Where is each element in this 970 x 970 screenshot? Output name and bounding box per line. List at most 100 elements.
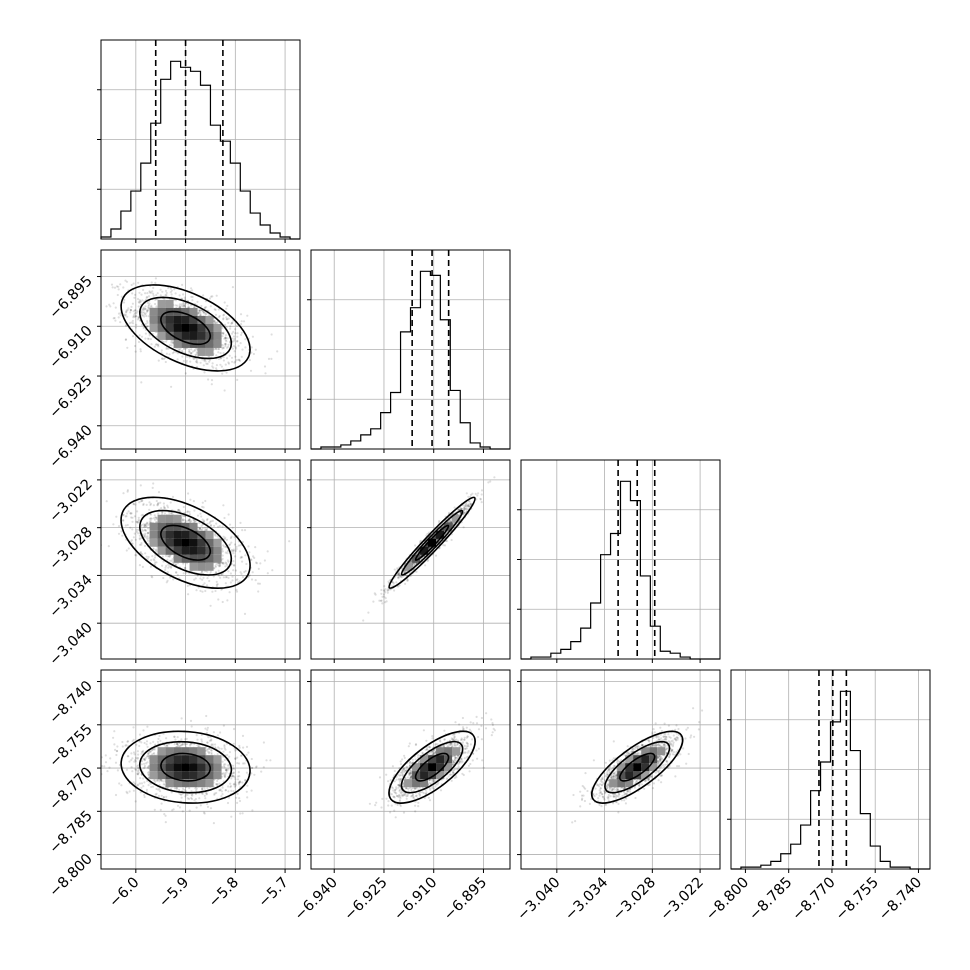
- sample-point: [158, 787, 161, 790]
- sample-point: [178, 306, 181, 309]
- sample-point: [126, 792, 129, 795]
- sample-point: [131, 302, 134, 305]
- sample-point: [125, 549, 128, 552]
- sample-point: [192, 357, 195, 360]
- sample-point: [216, 583, 219, 586]
- sample-point: [123, 298, 126, 301]
- sample-point: [117, 312, 121, 315]
- sample-point: [188, 510, 191, 513]
- sample-point: [135, 520, 138, 523]
- sample-point: [140, 782, 144, 785]
- sample-point: [236, 339, 239, 343]
- sample-point: [188, 350, 191, 353]
- sample-point: [151, 555, 154, 558]
- sample-point: [235, 358, 238, 362]
- sample-point: [130, 305, 133, 308]
- density-cell: [189, 530, 198, 539]
- sample-point: [173, 735, 176, 738]
- sample-point: [383, 585, 386, 588]
- sample-point: [405, 578, 408, 581]
- sample-point: [234, 328, 237, 331]
- sample-point: [140, 381, 143, 384]
- sample-point: [146, 532, 149, 535]
- sample-point: [204, 727, 207, 730]
- sample-point: [224, 336, 227, 340]
- sample-point: [226, 552, 229, 555]
- sample-point: [146, 337, 149, 340]
- scatter-panel-2-1: [307, 459, 511, 663]
- sample-point: [163, 506, 166, 509]
- sample-point: [205, 306, 208, 309]
- sample-point: [117, 532, 121, 535]
- sample-point: [179, 793, 182, 796]
- sample-point: [222, 352, 225, 355]
- sample-point: [136, 773, 139, 776]
- sample-point: [250, 578, 254, 581]
- sample-point: [177, 509, 180, 512]
- sample-point: [238, 359, 242, 362]
- sample-point: [197, 309, 200, 312]
- sample-point: [150, 575, 153, 578]
- sample-point: [125, 280, 129, 283]
- sample-point: [117, 288, 120, 291]
- sample-point: [232, 549, 235, 552]
- sample-point: [157, 343, 160, 346]
- density-cell: [197, 538, 206, 547]
- sample-point: [387, 580, 390, 583]
- sample-point: [153, 298, 157, 301]
- sample-point: [450, 538, 453, 542]
- sample-point: [146, 766, 149, 769]
- sample-point: [164, 294, 167, 297]
- sample-point: [362, 619, 365, 622]
- sample-point: [443, 544, 447, 547]
- sample-point: [198, 309, 201, 312]
- sample-point: [383, 589, 386, 593]
- sample-point: [236, 578, 239, 581]
- sample-point: [136, 297, 140, 301]
- sample-point: [225, 340, 228, 343]
- sample-point: [142, 777, 145, 780]
- sample-point: [380, 588, 383, 592]
- sample-point: [199, 313, 202, 317]
- sample-point: [208, 739, 211, 742]
- sample-point: [227, 570, 230, 573]
- sample-point: [206, 741, 209, 744]
- sample-point: [133, 753, 136, 756]
- sample-point: [224, 551, 227, 554]
- sample-point: [152, 779, 155, 782]
- sample-point: [222, 359, 225, 362]
- sample-point: [264, 372, 267, 375]
- sample-point: [120, 295, 123, 298]
- sample-point: [228, 591, 231, 594]
- sample-point: [194, 520, 197, 523]
- sample-point: [215, 367, 218, 370]
- sample-point: [196, 361, 199, 364]
- sample-point: [195, 360, 198, 363]
- sample-point: [233, 339, 236, 342]
- sample-point: [145, 521, 149, 524]
- sample-point: [221, 561, 224, 564]
- sample-point: [150, 305, 153, 308]
- sample-point: [153, 559, 156, 562]
- sample-point: [131, 520, 134, 523]
- sample-point: [143, 759, 146, 762]
- sample-point: [165, 352, 168, 355]
- sample-point: [195, 365, 199, 368]
- density-cell: [404, 562, 413, 571]
- sample-point: [138, 564, 141, 567]
- sample-point: [182, 304, 186, 307]
- sample-point: [147, 306, 150, 309]
- sample-point: [169, 576, 172, 579]
- sample-point: [210, 738, 213, 741]
- sample-point: [241, 556, 244, 559]
- sample-point: [234, 549, 237, 553]
- sample-point: [227, 513, 230, 516]
- density-cell: [149, 522, 158, 531]
- sample-point: [152, 292, 155, 295]
- sample-point: [188, 519, 191, 522]
- sample-point: [205, 312, 208, 315]
- sample-point: [242, 762, 245, 765]
- density-cell: [189, 323, 198, 332]
- sample-point: [460, 507, 463, 511]
- sample-point: [222, 314, 225, 317]
